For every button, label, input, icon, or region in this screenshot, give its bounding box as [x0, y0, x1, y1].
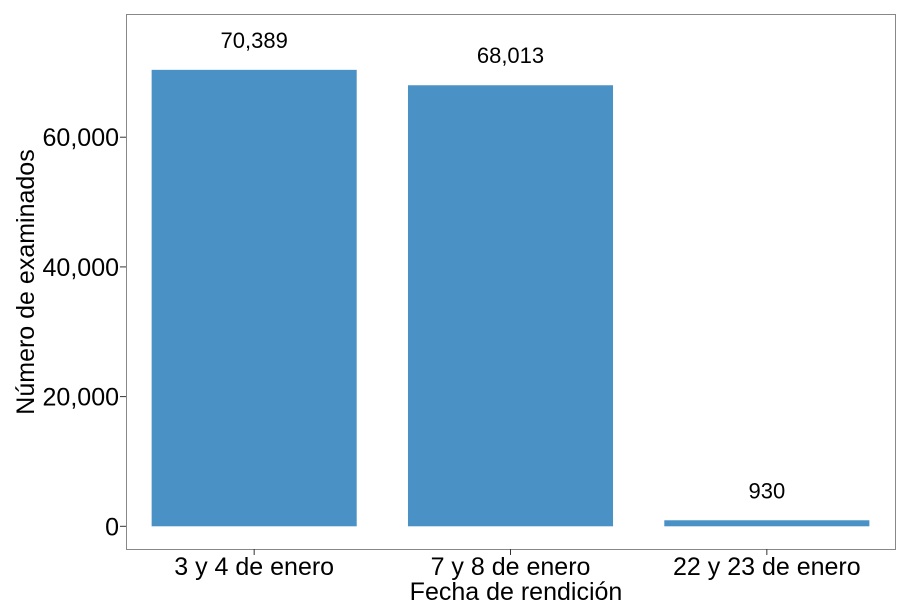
x-tick-label: 7 y 8 de enero	[431, 553, 591, 581]
y-tick-label: 20,000	[43, 384, 119, 412]
bar	[407, 85, 614, 527]
data-label: 70,389	[221, 28, 288, 53]
bars-layer	[151, 69, 870, 527]
x-tick-label: 22 y 23 de enero	[673, 553, 861, 581]
x-axis: 3 y 4 de enero 7 y 8 de enero 22 y 23 de e…	[174, 549, 861, 581]
data-labels-layer: 70,389 68,013 930	[221, 28, 786, 503]
y-tick-label: 60,000	[43, 124, 119, 152]
bar	[664, 520, 870, 527]
y-tick-label: 40,000	[43, 254, 119, 282]
y-tick-label: 0	[105, 513, 119, 541]
bar	[151, 69, 357, 527]
data-label: 930	[748, 478, 785, 503]
y-axis: 0 20,000 40,000 60,000	[43, 124, 126, 541]
x-axis-title: Fecha de rendición	[410, 578, 623, 603]
x-tick-label: 3 y 4 de enero	[174, 553, 334, 581]
data-label: 68,013	[477, 43, 544, 68]
y-axis-title: Número de examinados	[12, 149, 40, 414]
